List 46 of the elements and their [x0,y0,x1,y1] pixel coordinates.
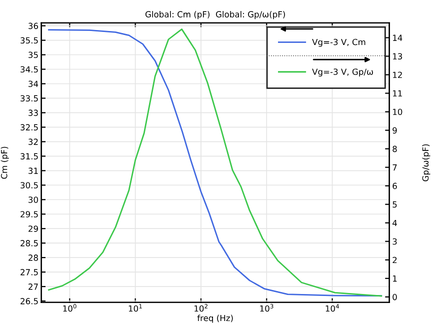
y2-tick-label: 3 [392,238,397,245]
y-tick-label: 27 [28,284,38,290]
y-tick-label: 30 [28,196,38,203]
y2-tick-label: 4 [392,220,397,226]
y-tick-label: 28 [28,254,38,261]
y2-tick-label: 9 [392,127,397,134]
y2-tick-label: 6 [392,182,397,190]
y-tick-label: 31.5 [20,153,38,160]
y2-tick-label: 0 [392,294,397,300]
y2-tick-label: 2 [392,256,397,264]
y2-tick-label: 5 [392,201,397,208]
y2-tick-label: 12 [393,72,402,78]
legend-label: Vg=-3 V, Cm [312,38,366,47]
x-tick-label: 10$^{4}$ [326,304,339,312]
y2-tick-label: 11 [393,90,402,96]
y-tick-label: 33.5 [20,95,38,102]
x-tick-label: 10$^{3}$ [260,304,274,312]
y-tick-label: 34.5 [20,66,38,73]
y-tick-label: 34 [28,80,38,88]
chart-title: Global: Cm (pF) Global: Gp/ω(pF) [145,11,285,20]
y2-axis-title: Gp/ω(pF) [422,144,430,182]
y-tick-label: 31 [28,168,38,174]
y-tick-label: 35.5 [20,37,38,44]
y-tick-label: 27.5 [20,269,38,276]
x-axis-title: freq (Hz) [197,314,233,323]
y-tick-label: 32 [28,138,38,145]
y2-tick-label: 10 [393,108,402,116]
y2-tick-label: 7 [392,164,397,170]
y2-tick-label: 14 [393,34,402,41]
y-tick-label: 28.5 [20,240,38,246]
x-tick-label: 10$^{2}$ [194,304,208,312]
x-tick-label: 10$^{0}$ [63,304,76,312]
y-tick-label: 33 [28,110,38,116]
y-tick-label: 36 [28,22,38,30]
y2-tick-label: 13 [393,53,402,60]
y2-tick-label: 8 [392,146,397,152]
legend-label: Vg=-3 V, Gp/ω [312,68,373,77]
y-tick-label: 32.5 [20,124,38,130]
y2-tick-label: 1 [393,275,397,282]
y-tick-label: 30.5 [20,182,38,188]
y-tick-label: 29.5 [20,211,38,218]
y-tick-label: 35 [28,52,38,58]
x-tick-label: 10$^{1}$ [128,304,142,312]
y-tick-label: 26.5 [20,298,38,304]
y-tick-label: 29 [28,226,38,232]
y-axis-title: Cm (pF) [0,146,9,179]
